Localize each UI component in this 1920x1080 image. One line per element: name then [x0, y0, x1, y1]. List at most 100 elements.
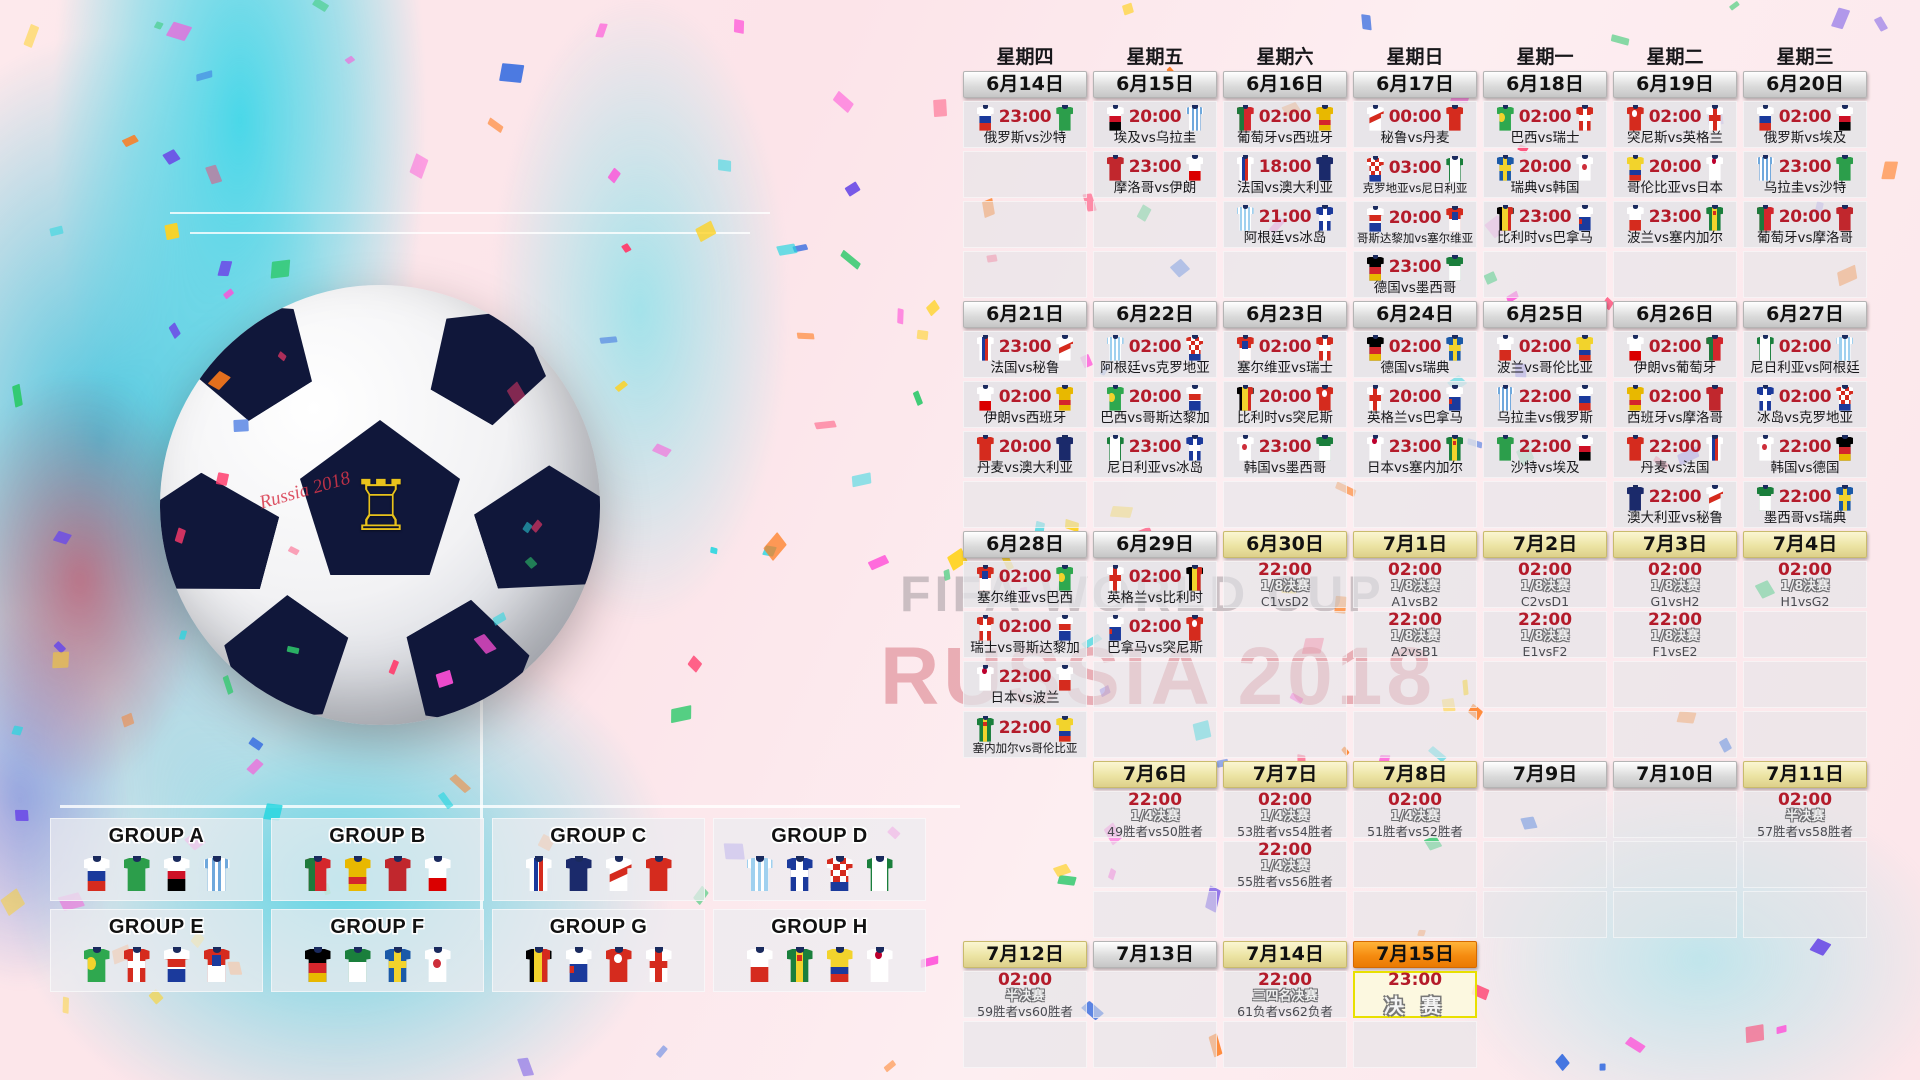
group-box-e[interactable]: GROUP E [50, 909, 263, 992]
group-box-f[interactable]: GROUP F [271, 909, 484, 992]
knockout-match-cell[interactable]: 02:00 1/8决赛 H1vsG2 [1743, 560, 1867, 608]
date-header[interactable]: 6月23日 [1223, 301, 1347, 328]
match-cell[interactable]: 23:00 比利时vs巴拿马 [1483, 201, 1607, 248]
match-cell[interactable]: 23:00 日本vs塞内加尔 [1353, 431, 1477, 478]
date-header[interactable]: 6月26日 [1613, 301, 1737, 328]
match-cell[interactable]: 02:00 巴西vs瑞士 [1483, 101, 1607, 148]
match-cell[interactable]: 20:00 比利时vs突尼斯 [1223, 381, 1347, 428]
date-header[interactable]: 7月13日 [1093, 941, 1217, 968]
date-header[interactable]: 6月17日 [1353, 71, 1477, 98]
match-cell[interactable]: 02:00 巴拿马vs突尼斯 [1093, 611, 1217, 658]
match-cell[interactable]: 02:00 德国vs瑞典 [1353, 331, 1477, 378]
match-cell[interactable]: 02:00 西班牙vs摩洛哥 [1613, 381, 1737, 428]
group-box-h[interactable]: GROUP H [713, 909, 926, 992]
match-cell[interactable]: 23:00 乌拉圭vs沙特 [1743, 151, 1867, 198]
match-cell[interactable]: 23:00 俄罗斯vs沙特 [963, 101, 1087, 148]
match-cell[interactable]: 21:00 阿根廷vs冰岛 [1223, 201, 1347, 248]
match-cell[interactable]: 20:00 哥伦比亚vs日本 [1613, 151, 1737, 198]
knockout-match-cell[interactable]: 02:00 1/4决赛 51胜者vs52胜者 [1353, 790, 1477, 838]
date-header[interactable]: 6月28日 [963, 531, 1087, 558]
date-header[interactable]: 7月6日 [1093, 761, 1217, 788]
match-cell[interactable]: 20:00 瑞典vs韩国 [1483, 151, 1607, 198]
match-cell[interactable]: 02:00 伊朗vs西班牙 [963, 381, 1087, 428]
date-header[interactable]: 7月7日 [1223, 761, 1347, 788]
match-cell[interactable]: 02:00 塞尔维亚vs瑞士 [1223, 331, 1347, 378]
date-header[interactable]: 7月12日 [963, 941, 1087, 968]
group-box-d[interactable]: GROUP D [713, 818, 926, 901]
match-cell[interactable]: 22:00 墨西哥vs瑞典 [1743, 481, 1867, 528]
knockout-match-cell[interactable]: 22:00 1/8决赛 F1vsE2 [1613, 610, 1737, 658]
knockout-match-cell[interactable]: 02:00 1/8决赛 A1vsB2 [1353, 560, 1477, 608]
date-header[interactable]: 6月20日 [1743, 71, 1867, 98]
match-cell[interactable]: 02:00 伊朗vs葡萄牙 [1613, 331, 1737, 378]
date-header[interactable]: 7月15日 [1353, 941, 1477, 968]
knockout-match-cell[interactable]: 22:00 三四名决赛 61负者vs62负者 [1223, 970, 1347, 1018]
date-header[interactable]: 6月14日 [963, 71, 1087, 98]
match-cell[interactable]: 22:00 澳大利亚vs秘鲁 [1613, 481, 1737, 528]
match-cell[interactable]: 23:00 摩洛哥vs伊朗 [1093, 151, 1217, 198]
knockout-match-cell[interactable]: 22:00 1/8决赛 A2vsB1 [1353, 610, 1477, 658]
date-header[interactable]: 7月10日 [1613, 761, 1737, 788]
date-header[interactable]: 7月8日 [1353, 761, 1477, 788]
match-cell[interactable]: 20:00 埃及vs乌拉圭 [1093, 101, 1217, 148]
date-header[interactable]: 7月14日 [1223, 941, 1347, 968]
match-cell[interactable]: 23:00 波兰vs塞内加尔 [1613, 201, 1737, 248]
date-header[interactable]: 6月18日 [1483, 71, 1607, 98]
knockout-match-cell[interactable]: 22:00 1/8决赛 C1vsD2 [1223, 560, 1347, 608]
group-box-b[interactable]: GROUP B [271, 818, 484, 901]
knockout-match-cell[interactable]: 02:00 1/8决赛 C2vsD1 [1483, 560, 1607, 608]
match-cell[interactable]: 00:00 秘鲁vs丹麦 [1353, 101, 1477, 148]
knockout-match-cell[interactable]: 22:00 1/4决赛 49胜者vs50胜者 [1093, 790, 1217, 838]
knockout-match-cell[interactable]: 02:00 半决赛 57胜者vs58胜者 [1743, 790, 1867, 838]
final-match-cell[interactable]: 23:00 决 赛 [1353, 970, 1477, 1018]
match-cell[interactable]: 23:00 法国vs秘鲁 [963, 331, 1087, 378]
match-cell[interactable]: 02:00 冰岛vs克罗地亚 [1743, 381, 1867, 428]
match-cell[interactable]: 02:00 瑞士vs哥斯达黎加 [963, 611, 1087, 658]
knockout-match-cell[interactable]: 22:00 1/8决赛 E1vsF2 [1483, 610, 1607, 658]
date-header[interactable]: 6月22日 [1093, 301, 1217, 328]
match-cell[interactable]: 02:00 塞尔维亚vs巴西 [963, 561, 1087, 608]
match-cell[interactable]: 22:00 塞内加尔vs哥伦比亚 [963, 711, 1087, 758]
date-header[interactable]: 7月1日 [1353, 531, 1477, 558]
date-header[interactable]: 6月19日 [1613, 71, 1737, 98]
date-header[interactable]: 6月24日 [1353, 301, 1477, 328]
date-header[interactable]: 6月30日 [1223, 531, 1347, 558]
match-cell[interactable]: 22:00 韩国vs德国 [1743, 431, 1867, 478]
match-cell[interactable]: 03:00 克罗地亚vs尼日利亚 [1353, 151, 1477, 198]
match-cell[interactable]: 22:00 沙特vs埃及 [1483, 431, 1607, 478]
date-header[interactable]: 7月3日 [1613, 531, 1737, 558]
match-cell[interactable]: 02:00 波兰vs哥伦比亚 [1483, 331, 1607, 378]
match-cell[interactable]: 20:00 英格兰vs巴拿马 [1353, 381, 1477, 428]
knockout-match-cell[interactable]: 02:00 1/4决赛 53胜者vs54胜者 [1223, 790, 1347, 838]
date-header[interactable]: 6月27日 [1743, 301, 1867, 328]
knockout-match-cell[interactable]: 02:00 1/8决赛 G1vsH2 [1613, 560, 1737, 608]
group-box-g[interactable]: GROUP G [492, 909, 705, 992]
match-cell[interactable]: 02:00 突尼斯vs英格兰 [1613, 101, 1737, 148]
group-box-a[interactable]: GROUP A [50, 818, 263, 901]
date-header[interactable]: 6月21日 [963, 301, 1087, 328]
knockout-match-cell[interactable]: 22:00 1/4决赛 55胜者vs56胜者 [1223, 840, 1347, 888]
date-header[interactable]: 6月25日 [1483, 301, 1607, 328]
match-cell[interactable]: 22:00 乌拉圭vs俄罗斯 [1483, 381, 1607, 428]
group-box-c[interactable]: GROUP C [492, 818, 705, 901]
knockout-match-cell[interactable]: 02:00 半决赛 59胜者vs60胜者 [963, 970, 1087, 1018]
match-cell[interactable]: 18:00 法国vs澳大利亚 [1223, 151, 1347, 198]
date-header[interactable]: 6月15日 [1093, 71, 1217, 98]
date-header[interactable]: 7月9日 [1483, 761, 1607, 788]
match-cell[interactable]: 23:00 韩国vs墨西哥 [1223, 431, 1347, 478]
date-header[interactable]: 6月16日 [1223, 71, 1347, 98]
date-header[interactable]: 7月2日 [1483, 531, 1607, 558]
match-cell[interactable]: 20:00 哥斯达黎加vs塞尔维亚 [1353, 201, 1477, 248]
match-cell[interactable]: 02:00 阿根廷vs克罗地亚 [1093, 331, 1217, 378]
match-cell[interactable]: 20:00 葡萄牙vs摩洛哥 [1743, 201, 1867, 248]
match-cell[interactable]: 20:00 丹麦vs澳大利亚 [963, 431, 1087, 478]
match-cell[interactable]: 02:00 尼日利亚vs阿根廷 [1743, 331, 1867, 378]
match-cell[interactable]: 22:00 日本vs波兰 [963, 661, 1087, 708]
date-header[interactable]: 7月11日 [1743, 761, 1867, 788]
match-cell[interactable]: 20:00 巴西vs哥斯达黎加 [1093, 381, 1217, 428]
match-cell[interactable]: 02:00 英格兰vs比利时 [1093, 561, 1217, 608]
match-cell[interactable]: 02:00 俄罗斯vs埃及 [1743, 101, 1867, 148]
match-cell[interactable]: 23:00 德国vs墨西哥 [1353, 251, 1477, 298]
match-cell[interactable]: 23:00 尼日利亚vs冰岛 [1093, 431, 1217, 478]
date-header[interactable]: 6月29日 [1093, 531, 1217, 558]
